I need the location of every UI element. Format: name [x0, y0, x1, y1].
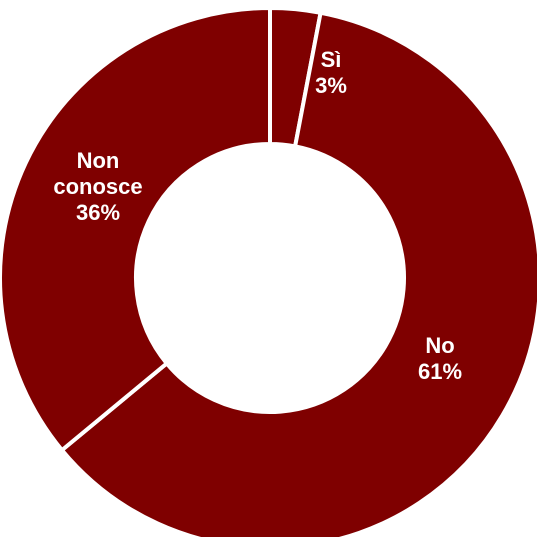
slice-percent-label: 36%: [76, 200, 120, 225]
donut-slice-1: [59, 10, 537, 537]
slice-label-1: No 61%: [418, 333, 462, 384]
slice-category-label: Non: [77, 148, 120, 173]
labels-layer: Sì 3% No 61% Non conosce 36%: [53, 47, 462, 384]
slice-percent-label: 3%: [315, 73, 347, 98]
slice-category-label: Sì: [321, 47, 342, 72]
slice-percent-label: 61%: [418, 359, 462, 384]
slices-layer: [0, 5, 537, 537]
donut-slice-2: [0, 5, 272, 453]
slice-category-label: No: [425, 333, 454, 358]
slice-label-2: Non conosce 36%: [53, 148, 142, 225]
slice-category-label: conosce: [53, 174, 142, 199]
slice-label-0: Sì 3%: [315, 47, 347, 98]
